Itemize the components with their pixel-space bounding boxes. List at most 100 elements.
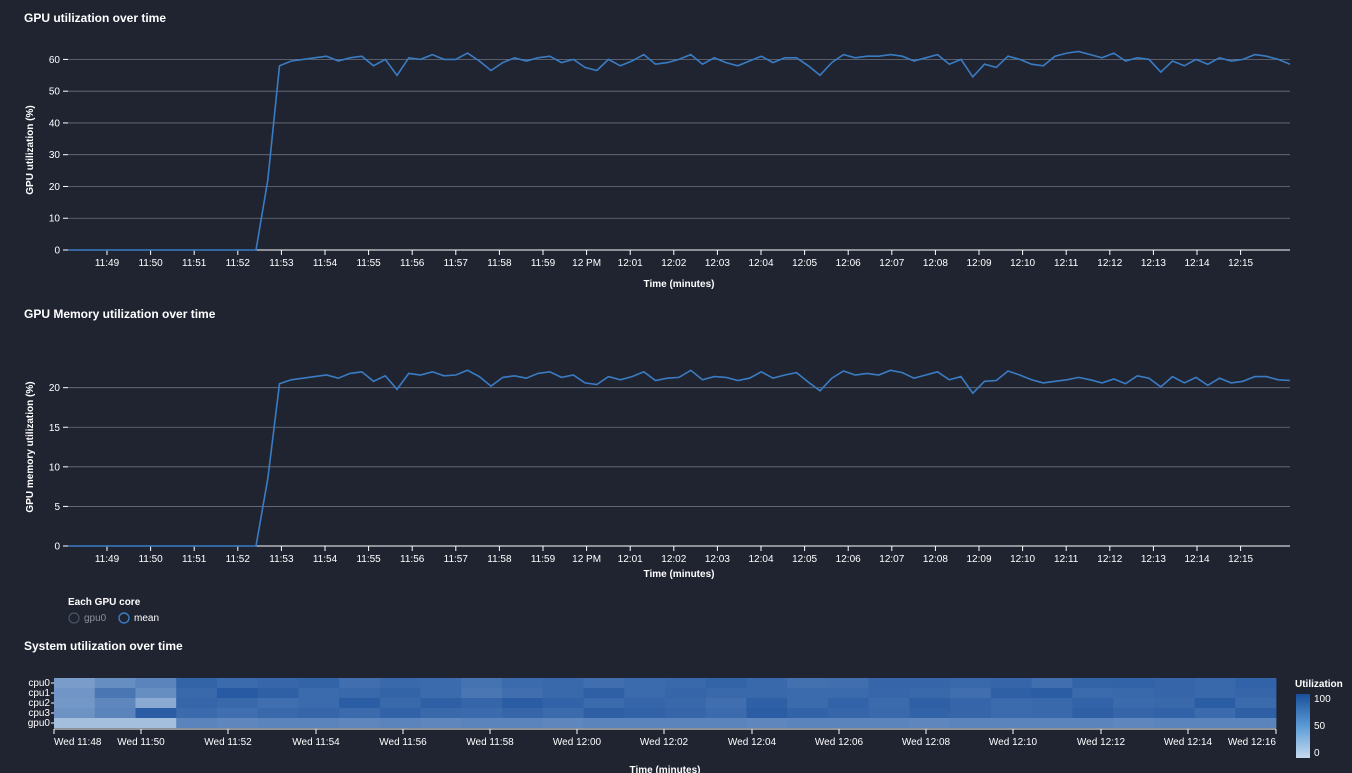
x-tick-label: Wed 12:04 [728,737,777,748]
heatmap-cell [990,698,1032,708]
heatmap-cell [1153,698,1195,708]
heatmap-cell [94,678,136,688]
gpu-memory-gridlines [68,387,1290,507]
heatmap-cell [705,688,747,698]
x-tick-label: Wed 11:52 [204,737,252,748]
heatmap-cell [298,678,340,688]
x-tick-label: 12:04 [748,554,773,565]
gpu-core-legend: Each GPU core gpu0 mean [68,597,159,624]
heatmap-cell [827,708,870,718]
x-tick-label: 12:06 [836,554,861,565]
heatmap-cell [339,718,381,728]
heatmap-cell [705,678,747,688]
x-tick-label: 12 PM [572,554,601,565]
heatmap-cell [1194,678,1236,688]
heatmap-cell [1194,688,1236,698]
heatmap-cell [339,688,381,698]
heatmap-cell [1235,708,1277,718]
y-tick-label: 40 [49,118,61,129]
heatmap-xlabel: Time (minutes) [630,765,701,773]
heatmap-cell [746,678,788,688]
heatmap-cell [746,688,788,698]
heatmap-cell [216,698,259,708]
x-tick-label: 12:02 [661,258,686,269]
heatmap-cell [950,698,992,708]
heatmap-cell [135,678,177,688]
system-utilization-chart: System utilization over time cpu0cpu1cpu… [24,639,1343,773]
heatmap-cell [1194,708,1236,718]
x-tick-label: 12:15 [1228,258,1253,269]
series-line-mean [68,50,1291,251]
heatmap-cell [176,718,218,728]
heatmap-cell [746,718,788,728]
heatmap-cell [502,708,544,718]
heatmap-cell [54,678,96,688]
legend-item-mean[interactable]: mean [118,612,159,624]
heatmap-cell [420,718,462,728]
heatmap-cell [868,678,910,688]
heatmap-cell [379,708,421,718]
gpu-memory-chart: GPU Memory utilization over time GPU mem… [24,307,1291,624]
heatmap-cell [583,698,625,708]
heatmap-cell [1072,698,1114,708]
x-tick-label: 12:02 [661,554,686,565]
legend-swatch-mean [118,612,130,624]
heatmap-cell [1113,688,1155,698]
heatmap-cell [1194,698,1236,708]
heatmap-cell [461,678,503,688]
heatmap-cell [502,678,544,688]
heatmap-cell [787,688,829,698]
x-tick-label: 12:14 [1184,554,1209,565]
heatmap-cell [705,718,747,728]
heatmap-cell [176,678,218,688]
x-tick-label: 11:53 [269,258,294,269]
heatmap-cell [1194,718,1236,728]
heatmap-cell [1031,708,1073,718]
heatmap-cell [176,698,218,708]
gpu-utilization-ylabel: GPU utilization (%) [25,105,36,194]
heatmap-cell [420,698,462,708]
gpu-memory-y-ticks: 0 5 10 15 20 [49,383,68,553]
heatmap-cell [990,678,1032,688]
heatmap-cell [827,688,870,698]
heatmap-cell [176,708,218,718]
x-tick-label: 12:10 [1010,258,1035,269]
heatmap-cell [216,708,259,718]
heatmap-cell [1153,718,1195,728]
x-tick-label: 11:51 [182,554,207,565]
gpu-memory-x-ticks: 11:49 11:50 11:51 11:52 11:53 11:54 11:55 11:56… [95,546,1254,565]
heatmap-cell [420,688,462,698]
y-tick-label: 20 [49,182,61,193]
x-tick-label: 11:58 [487,554,512,565]
x-tick-label: Wed 12:14 [1164,737,1213,748]
heatmap-cell [827,678,870,688]
legend-swatch-gpu0 [68,612,80,624]
x-tick-label: 12:01 [618,258,643,269]
heatmap-cell [1031,718,1073,728]
legend-item-gpu0[interactable]: gpu0 [68,612,107,624]
y-tick-label: 20 [49,383,61,394]
x-tick-label: 11:56 [400,554,425,565]
x-tick-label: 12:09 [966,554,991,565]
x-tick-label: Wed 11:58 [466,737,514,748]
heatmap-cell [54,718,96,728]
x-tick-label: Wed 12:00 [553,737,602,748]
gpu-utilization-y-ticks: 0 10 20 30 40 50 60 [49,55,68,257]
heatmap-cell [746,708,788,718]
x-tick-label: 12:09 [966,258,991,269]
x-tick-label: 11:54 [313,554,338,565]
heatmap-cell [1072,678,1114,688]
legend-label-mean: mean [134,613,159,624]
x-tick-label: 11:55 [356,258,381,269]
heatmap-cell [909,708,951,718]
heatmap-cell [542,698,584,708]
y-tick-label: 0 [54,542,60,553]
x-tick-label: 11:57 [444,258,469,269]
heatmap-cell [909,718,951,728]
y-tick-label: 10 [49,462,61,473]
heatmap-cell [1072,688,1114,698]
y-tick-label: 15 [49,423,61,434]
heatmap-cell [339,698,381,708]
heatmap-cell [542,718,584,728]
heatmap-cell [868,698,910,708]
